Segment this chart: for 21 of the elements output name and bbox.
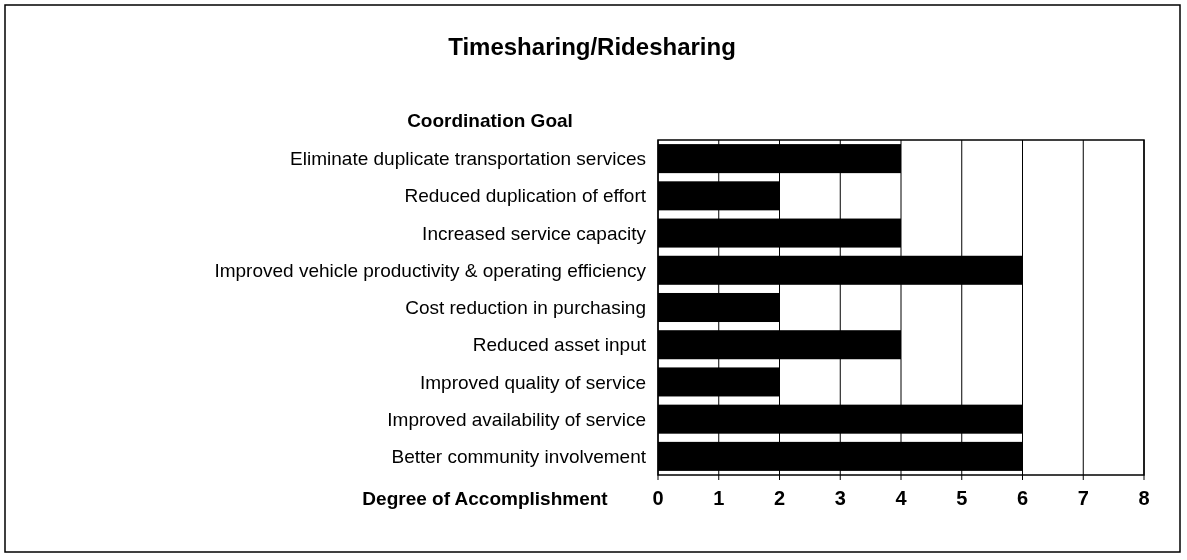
x-tick-label: 6 bbox=[1016, 487, 1029, 509]
x-tick-label: 2 bbox=[773, 487, 786, 509]
y-axis-title: Coordination Goal bbox=[407, 110, 573, 131]
y-tick-label: Improved quality of service bbox=[420, 371, 646, 393]
y-tick-label: Reduced asset input bbox=[472, 334, 647, 356]
y-tick-label: Increased service capacity bbox=[422, 222, 647, 244]
chart-title: Timesharing/Ridesharing bbox=[448, 33, 736, 60]
x-tick-label: 0 bbox=[652, 487, 664, 509]
x-tick-label: 1 bbox=[713, 487, 725, 509]
x-tick-label: 3 bbox=[834, 487, 846, 509]
x-tick-label: 7 bbox=[1077, 487, 1089, 509]
y-tick-label: Eliminate duplicate transportation services bbox=[290, 148, 646, 170]
x-tick-label: 8 bbox=[1138, 487, 1150, 509]
y-tick-label: Improved availability of service bbox=[387, 408, 646, 430]
x-tick-label: 4 bbox=[895, 487, 908, 509]
y-tick-label: Better community involvement bbox=[391, 446, 647, 468]
y-tick-label: Reduced duplication of effort bbox=[404, 185, 647, 207]
x-tick-label: 5 bbox=[956, 487, 968, 509]
y-tick-label: Cost reduction in purchasing bbox=[405, 297, 646, 319]
x-axis-title: Degree of Accomplishment bbox=[362, 488, 609, 509]
y-tick-label: Improved vehicle productivity & operating efficiency bbox=[214, 259, 647, 281]
